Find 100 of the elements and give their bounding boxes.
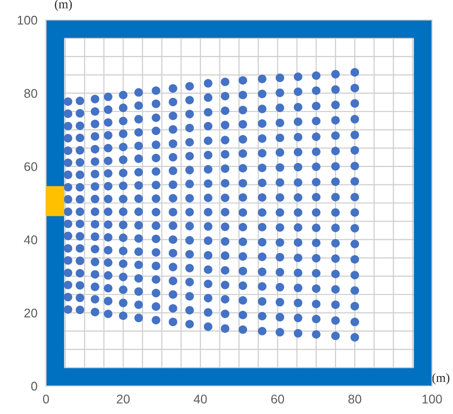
- point: [152, 208, 160, 216]
- point: [90, 270, 100, 279]
- point: [312, 178, 320, 186]
- point: [64, 305, 72, 314]
- point: [90, 220, 100, 229]
- point: [76, 256, 84, 266]
- point: [220, 120, 230, 130]
- point: [76, 268, 84, 278]
- point: [118, 233, 128, 242]
- point: [294, 87, 302, 96]
- point: [258, 193, 266, 202]
- point: [258, 282, 266, 291]
- point: [152, 154, 160, 162]
- point: [220, 251, 230, 260]
- point: [76, 182, 84, 192]
- point: [134, 194, 143, 203]
- point: [220, 194, 230, 202]
- point: [168, 194, 178, 203]
- y-tick-label: 0: [31, 382, 38, 391]
- point: [185, 222, 194, 230]
- point: [238, 222, 248, 232]
- point: [90, 157, 100, 166]
- point: [76, 232, 84, 241]
- point: [76, 294, 84, 302]
- point: [76, 306, 84, 314]
- point: [258, 148, 266, 158]
- point: [134, 260, 143, 270]
- point: [276, 193, 284, 202]
- point: [350, 286, 360, 295]
- point: [220, 237, 230, 246]
- point: [118, 208, 128, 216]
- point: [118, 311, 128, 320]
- point: [294, 298, 302, 308]
- x-tick-label: 40: [194, 394, 207, 404]
- point: [90, 120, 100, 128]
- point: [294, 329, 302, 338]
- point: [134, 221, 143, 230]
- point: [90, 244, 100, 254]
- point: [238, 296, 248, 305]
- point: [185, 124, 194, 132]
- point: [90, 294, 100, 304]
- point: [220, 208, 230, 216]
- point: [168, 152, 178, 162]
- point: [258, 90, 266, 98]
- point: [294, 72, 302, 82]
- point: [204, 79, 212, 88]
- point: [331, 238, 340, 248]
- point: [76, 96, 84, 106]
- point: [204, 122, 212, 130]
- point: [312, 238, 320, 248]
- point: [76, 208, 84, 216]
- point: [350, 114, 360, 124]
- point: [76, 170, 84, 180]
- point: [118, 168, 128, 178]
- point: [220, 178, 230, 188]
- point: [312, 268, 320, 278]
- point: [258, 268, 266, 276]
- point: [204, 236, 212, 245]
- point: [134, 154, 143, 163]
- point: [185, 194, 194, 203]
- point: [331, 192, 340, 202]
- point: [76, 109, 84, 118]
- point: [64, 280, 72, 290]
- point: [168, 290, 178, 299]
- point: [238, 178, 248, 188]
- point: [350, 84, 360, 92]
- point: [64, 97, 72, 106]
- point: [134, 300, 143, 310]
- point: [152, 234, 160, 244]
- point: [118, 182, 128, 190]
- point: [220, 266, 230, 275]
- point: [294, 148, 302, 156]
- point: [220, 92, 230, 100]
- point: [152, 167, 160, 176]
- point: [350, 99, 360, 108]
- point: [185, 152, 194, 160]
- point: [294, 193, 302, 202]
- point: [64, 220, 72, 228]
- point: [258, 74, 266, 84]
- point: [204, 165, 212, 174]
- point: [134, 287, 143, 296]
- point: [331, 162, 340, 171]
- point: [90, 232, 100, 241]
- point: [238, 149, 248, 158]
- point: [238, 325, 248, 334]
- point: [331, 177, 340, 186]
- point: [152, 126, 160, 136]
- point: [76, 121, 84, 130]
- point: [64, 268, 72, 278]
- point: [312, 162, 320, 172]
- point: [152, 86, 160, 95]
- point: [220, 150, 230, 159]
- point: [220, 294, 230, 304]
- point: [258, 178, 266, 188]
- point: [331, 270, 340, 278]
- point: [104, 156, 112, 166]
- point: [294, 268, 302, 278]
- point: [312, 330, 320, 339]
- point: [168, 248, 178, 258]
- point: [276, 298, 284, 306]
